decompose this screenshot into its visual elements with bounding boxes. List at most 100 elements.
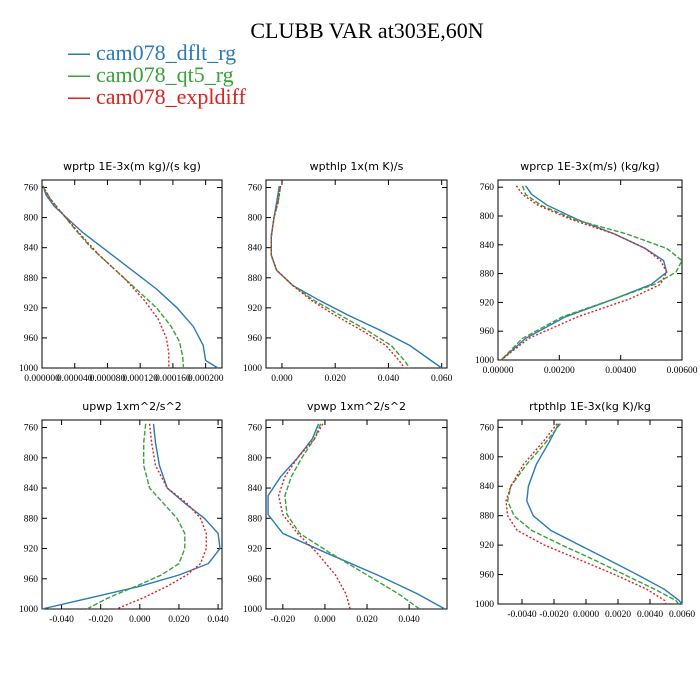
panel-title: upwp 1xm^2/s^2	[82, 400, 182, 413]
y-tick-label: 760	[248, 184, 263, 194]
series-line-cam078_dflt_rg	[267, 423, 446, 610]
figure-title: CLUBB VAR at303E,60N	[250, 18, 484, 43]
panel-frame	[265, 179, 448, 369]
legend-label-expldiff: cam078_expldiff	[96, 84, 246, 109]
y-tick-label: 1000	[475, 356, 494, 366]
x-tick-label: 0.040	[207, 615, 229, 625]
y-tick-label: 800	[248, 454, 263, 464]
x-tick-label: 0.000080	[90, 374, 126, 384]
panel-frame	[265, 419, 448, 610]
x-tick-label: -0.040	[49, 615, 74, 625]
panel-3: upwp 1xm^2/s^2 760 800 840 880 920 960 1000 -0.0…	[19, 400, 229, 625]
legend-label-qt5: cam078_qt5_rg	[96, 62, 234, 87]
y-tick-label: 920	[24, 304, 39, 314]
y-tick-label: 1000	[475, 600, 494, 610]
x-tick-label: -0.020	[271, 615, 296, 625]
y-tick-label: 880	[480, 512, 495, 522]
y-tick-label: 960	[480, 571, 495, 581]
series-line-cam078_qt5_rg	[270, 185, 411, 369]
x-tick-label: 0.000160	[155, 374, 191, 384]
y-tick-label: 960	[248, 575, 263, 585]
x-tick-label: 0.020	[168, 615, 190, 625]
y-tick-label: 880	[480, 270, 495, 280]
y-tick-label: 920	[248, 304, 263, 314]
x-tick-label: 0.000040	[57, 374, 93, 384]
x-tick-label: 0.020	[356, 615, 378, 625]
x-tick-label: 0.020	[325, 374, 347, 384]
x-tick-label: 0.000	[314, 615, 336, 625]
panel-title: rtpthlp 1E-3x(kg K)/kg	[529, 400, 651, 413]
y-tick-label: 880	[248, 514, 263, 524]
x-tick-label: 0.00600	[667, 366, 698, 376]
series-line-cam078_expldiff	[270, 185, 405, 369]
y-tick-label: 840	[480, 241, 495, 251]
panel-0: wprtp 1E-3x(m kg)/(s kg) 760 800 840 880 920 9…	[19, 160, 224, 384]
series-line-cam078_qt5_rg	[506, 423, 680, 605]
series-line-cam078_dflt_rg	[270, 185, 443, 369]
y-tick-label: 800	[24, 214, 39, 224]
panel-5: rtpthlp 1E-3x(kg K)/kg 760 800 840 880 920 960…	[475, 400, 695, 620]
y-tick-label: 840	[248, 484, 263, 494]
legend-line-dflt: —	[68, 40, 90, 65]
x-tick-label: 0.040	[378, 374, 400, 384]
series-line-cam078_expldiff	[500, 185, 668, 361]
y-tick-label: 760	[24, 424, 39, 434]
y-tick-label: 960	[24, 575, 39, 585]
legend-label-dflt: cam078_dflt_rg	[96, 40, 237, 65]
series-line-cam078_dflt_rg	[500, 185, 668, 361]
y-tick-label: 760	[248, 424, 263, 434]
y-tick-label: 960	[248, 334, 263, 344]
series-line-cam078_dflt_rg	[526, 423, 683, 605]
panel-2: wprcp 1E-3x(m/s) (kg/kg) 760 800 840 880 920 9…	[475, 160, 698, 376]
series-line-cam078_expldiff	[505, 423, 667, 605]
panel-1: wpthlp 1x(m K)/s 760 800 840 880 920 960 1000 0.…	[243, 160, 453, 384]
series-line-cam078_expldiff	[277, 423, 351, 610]
y-tick-label: 880	[24, 274, 39, 284]
panel-title: wpthlp 1x(m K)/s	[310, 160, 404, 173]
x-tick-label: 0.0020	[605, 610, 631, 620]
x-tick-label: -0.0020	[539, 610, 569, 620]
series-line-cam078_dflt_rg	[42, 185, 219, 369]
legend-item-expldiff: — cam078_expldiff	[68, 86, 246, 108]
y-tick-label: 880	[248, 274, 263, 284]
y-tick-label: 800	[480, 212, 495, 222]
series-line-cam078_qt5_rg	[42, 185, 185, 369]
y-tick-label: 1000	[243, 364, 262, 374]
x-tick-label: 0.000000	[24, 374, 60, 384]
x-tick-label: 0.040	[398, 615, 420, 625]
panel-4: vpwp 1xm^2/s^2 760 800 840 880 920 960 1000 -0.0…	[243, 400, 448, 625]
y-tick-label: 800	[480, 453, 495, 463]
x-tick-label: 0.000200	[188, 374, 224, 384]
y-tick-label: 960	[24, 334, 39, 344]
panel-title: wprtp 1E-3x(m kg)/(s kg)	[63, 160, 201, 173]
y-tick-label: 920	[24, 545, 39, 555]
legend-line-expldiff: —	[68, 84, 90, 109]
y-tick-label: 760	[480, 183, 495, 193]
series-line-cam078_qt5_rg	[284, 423, 421, 610]
series-line-cam078_dflt_rg	[41, 423, 221, 610]
panel-title: vpwp 1xm^2/s^2	[307, 400, 406, 413]
panel-frame	[41, 179, 223, 369]
x-tick-label: -0.0040	[507, 610, 537, 620]
x-tick-label: 0.000	[129, 615, 151, 625]
x-tick-label: 0.000120	[122, 374, 158, 384]
panel-frame	[497, 419, 683, 605]
y-tick-label: 800	[24, 454, 39, 464]
y-tick-label: 960	[480, 327, 495, 337]
x-tick-label: 0.000	[271, 374, 293, 384]
series-line-cam078_expldiff	[42, 185, 170, 368]
x-tick-label: 0.0040	[637, 610, 663, 620]
y-tick-label: 1000	[243, 605, 262, 615]
y-tick-label: 1000	[19, 605, 38, 615]
legend-item-qt5: — cam078_qt5_rg	[68, 64, 246, 86]
panel-title: wprcp 1E-3x(m/s) (kg/kg)	[520, 160, 659, 173]
y-tick-label: 840	[24, 484, 39, 494]
y-tick-label: 920	[480, 298, 495, 308]
x-tick-label: 0.00000	[483, 366, 514, 376]
y-tick-label: 800	[248, 214, 263, 224]
y-tick-label: 760	[24, 184, 39, 194]
legend-line-qt5: —	[68, 62, 90, 87]
y-tick-label: 840	[248, 244, 263, 254]
series-line-cam078_qt5_rg	[500, 185, 683, 361]
